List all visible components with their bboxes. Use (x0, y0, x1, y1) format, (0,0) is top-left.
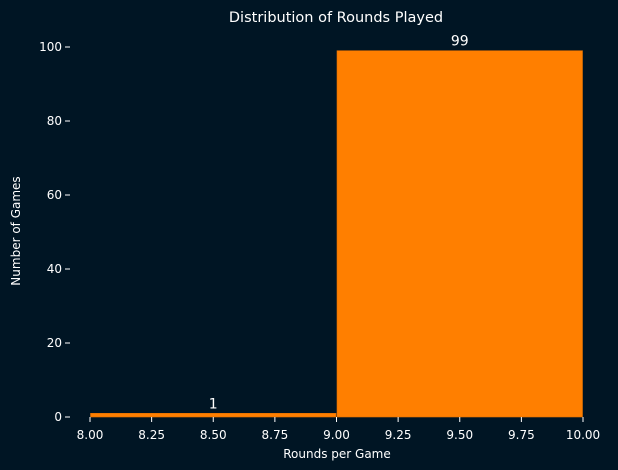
bar-labels-group: 1 99 (209, 34, 469, 413)
y-tick-label-0: 0 (54, 410, 62, 424)
x-tick-label-1: 8.25 (138, 428, 165, 442)
x-tick-label-2: 8.50 (200, 428, 227, 442)
x-axis: 8.00 8.25 8.50 8.75 9.00 9.25 9.50 9.75 10.00 (77, 417, 600, 442)
chart-title: Distribution of Rounds Played (229, 10, 443, 26)
bar-value-label-0: 1 (209, 396, 218, 412)
bar-0 (90, 412, 337, 418)
bars-group (90, 50, 583, 418)
y-tick-label-5: 100 (39, 40, 62, 54)
x-tick-label-7: 9.75 (508, 428, 535, 442)
x-tick-label-6: 9.50 (446, 428, 473, 442)
y-tick-label-3: 60 (47, 188, 62, 202)
y-tick-label-2: 40 (47, 262, 62, 276)
x-tick-label-3: 8.75 (262, 428, 289, 442)
y-axis-label: Number of Games (9, 176, 23, 285)
y-axis: 0 20 40 60 80 100 (39, 40, 70, 424)
x-tick-label-0: 8.00 (77, 428, 104, 442)
bar-1 (336, 50, 583, 418)
x-tick-label-4: 9.00 (323, 428, 350, 442)
y-tick-label-1: 20 (47, 336, 62, 350)
x-tick-label-5: 9.25 (385, 428, 412, 442)
x-axis-label: Rounds per Game (283, 447, 391, 461)
x-tick-label-8: 10.00 (566, 428, 600, 442)
y-tick-label-4: 80 (47, 114, 62, 128)
bar-value-label-1: 99 (451, 34, 469, 50)
